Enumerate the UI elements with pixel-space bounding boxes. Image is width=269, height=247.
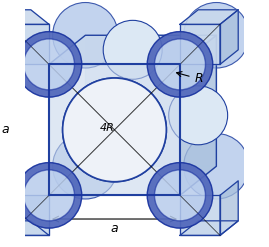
Polygon shape — [180, 221, 238, 235]
Polygon shape — [180, 10, 238, 24]
Polygon shape — [220, 181, 238, 235]
Circle shape — [16, 32, 82, 97]
Wedge shape — [147, 163, 213, 228]
Polygon shape — [0, 181, 9, 235]
Polygon shape — [49, 35, 216, 64]
Circle shape — [169, 86, 228, 145]
Text: R: R — [176, 72, 203, 85]
Circle shape — [63, 78, 166, 182]
Circle shape — [147, 163, 213, 228]
Polygon shape — [49, 64, 180, 195]
Text: a: a — [111, 222, 118, 235]
Polygon shape — [9, 24, 49, 64]
Circle shape — [53, 2, 118, 68]
Text: a: a — [2, 123, 9, 136]
Circle shape — [103, 20, 162, 79]
Circle shape — [16, 163, 82, 228]
Circle shape — [63, 78, 166, 182]
Circle shape — [184, 2, 249, 68]
Polygon shape — [0, 10, 49, 24]
Polygon shape — [9, 195, 49, 235]
Polygon shape — [0, 10, 9, 64]
Wedge shape — [16, 163, 82, 228]
Wedge shape — [147, 32, 213, 97]
Circle shape — [53, 134, 118, 199]
Circle shape — [184, 134, 249, 199]
Circle shape — [147, 32, 213, 97]
Polygon shape — [85, 35, 216, 166]
Polygon shape — [180, 35, 216, 195]
Wedge shape — [16, 32, 82, 97]
Polygon shape — [180, 195, 220, 235]
Polygon shape — [220, 10, 238, 64]
Polygon shape — [0, 221, 49, 235]
Text: 4R: 4R — [100, 123, 115, 133]
Polygon shape — [180, 24, 220, 64]
